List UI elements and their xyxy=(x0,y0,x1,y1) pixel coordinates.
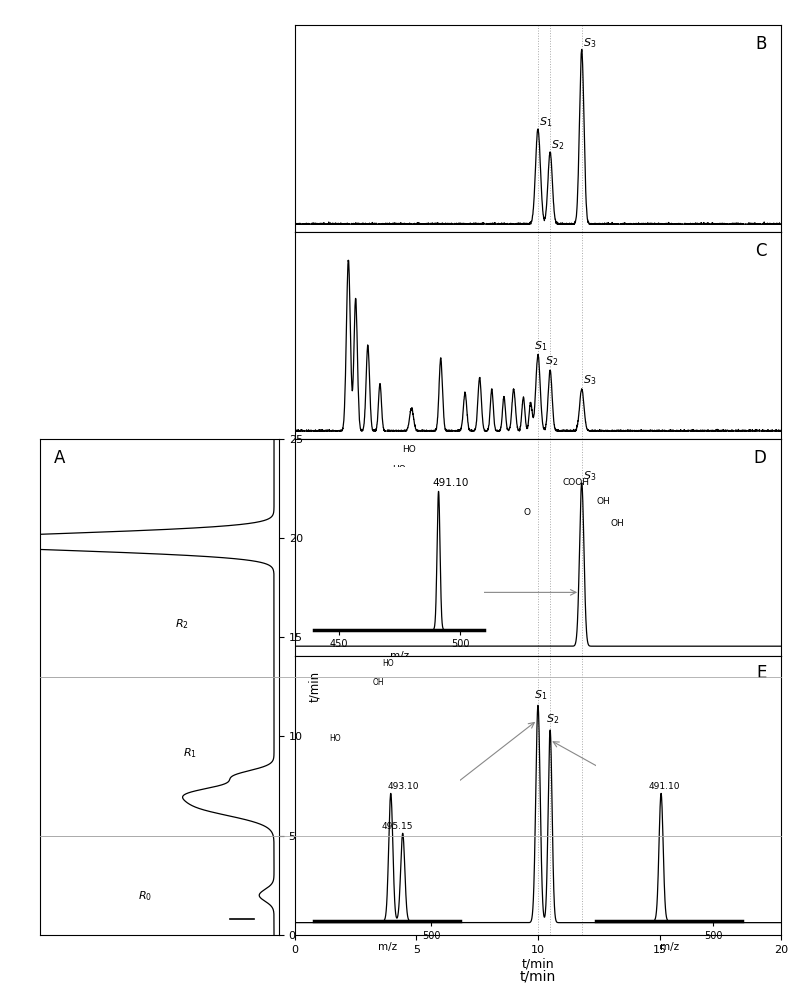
Text: COOH: COOH xyxy=(406,754,430,763)
Text: $S_{1}$: $S_{1}$ xyxy=(540,116,552,129)
Text: $R_2$: $R_2$ xyxy=(175,617,190,631)
Text: $S_{1}$: $S_{1}$ xyxy=(534,688,547,702)
Text: HO: HO xyxy=(392,465,406,474)
Text: HO: HO xyxy=(329,734,340,743)
Text: $S_{3}$: $S_{3}$ xyxy=(583,374,596,387)
Text: C: C xyxy=(755,242,767,260)
Text: B: B xyxy=(755,35,767,53)
Text: A: A xyxy=(54,449,65,467)
Text: HO: HO xyxy=(329,773,340,782)
Text: OH: OH xyxy=(441,776,453,785)
Text: OH: OH xyxy=(611,519,625,528)
Text: O: O xyxy=(524,508,530,517)
Text: $S_{2}$: $S_{2}$ xyxy=(545,355,559,368)
Text: $S_{2}$: $S_{2}$ xyxy=(552,138,564,152)
Text: OH: OH xyxy=(373,678,384,687)
Text: D: D xyxy=(754,449,767,467)
Text: COOH: COOH xyxy=(562,478,589,487)
Text: E: E xyxy=(756,664,767,682)
Text: $R_1$: $R_1$ xyxy=(183,746,197,760)
Text: OH: OH xyxy=(441,798,453,807)
Text: HO: HO xyxy=(422,486,435,495)
Text: $R_0$: $R_0$ xyxy=(139,889,152,903)
Text: HO: HO xyxy=(383,659,394,668)
Text: $S_3$: $S_3$ xyxy=(583,469,596,483)
Text: $S_{3}$: $S_{3}$ xyxy=(583,36,596,50)
Text: $S_{1}$: $S_{1}$ xyxy=(534,339,547,353)
Text: HO: HO xyxy=(402,445,415,454)
Y-axis label: t/min: t/min xyxy=(308,671,321,702)
Text: OH: OH xyxy=(596,497,610,506)
X-axis label: t/min: t/min xyxy=(522,957,554,970)
Text: t/min: t/min xyxy=(520,970,556,984)
Text: $S_{2}$: $S_{2}$ xyxy=(547,713,559,726)
